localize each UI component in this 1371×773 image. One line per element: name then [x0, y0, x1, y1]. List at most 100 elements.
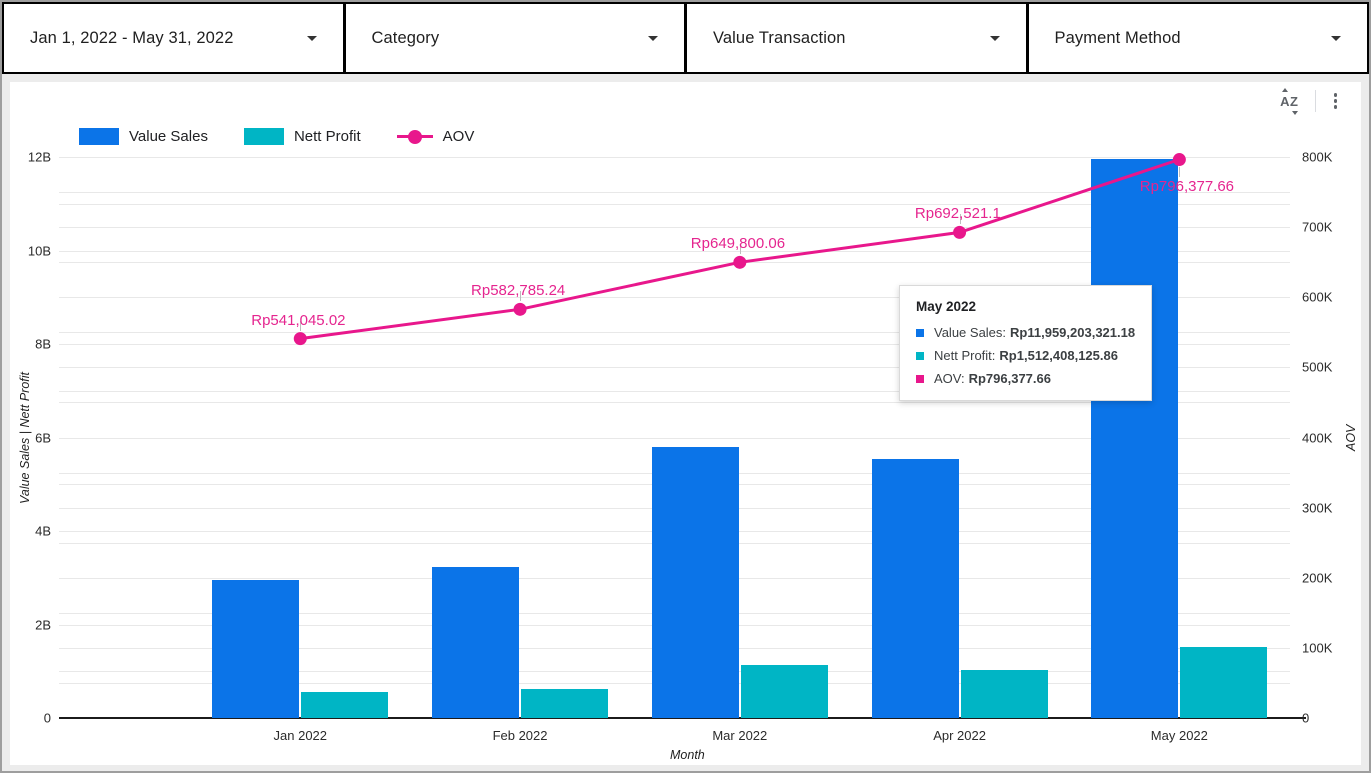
bar-value-sales[interactable] [1091, 159, 1178, 718]
sort-az-icon[interactable]: AZ [1276, 87, 1302, 115]
aov-point-label: Rp541,045.02 [251, 311, 346, 329]
tooltip-row: Value Sales: Rp11,959,203,321.18 [916, 325, 1135, 340]
chart-toolbar: AZ [1276, 87, 1344, 115]
aov-point[interactable] [733, 255, 747, 269]
x-axis-label: Jan 2022 [273, 728, 328, 743]
gridline [59, 157, 1290, 158]
tooltip-value: Rp1,512,408,125.86 [999, 348, 1118, 363]
filter-category[interactable]: Category [346, 4, 687, 72]
aov-point[interactable] [513, 302, 527, 316]
chart-legend: Value Sales Nett Profit AOV [79, 128, 474, 145]
more-options-icon[interactable] [1328, 90, 1344, 112]
right-axis-tick-label: 400K [1302, 430, 1333, 445]
bar-nett-profit[interactable] [301, 692, 388, 718]
chevron-down-icon [989, 35, 1000, 41]
x-axis-line [59, 717, 1306, 719]
aov-label-connector [959, 214, 961, 225]
filter-category-label: Category [371, 28, 440, 47]
sort-az-text: AZ [1280, 93, 1299, 109]
tooltip-label: Nett Profit: [934, 348, 996, 363]
aov-point[interactable] [953, 225, 967, 239]
chart-tooltip: May 2022 Value Sales: Rp11,959,203,321.1… [899, 285, 1153, 401]
gridline [59, 438, 1290, 439]
filter-payment-method-label: Payment Method [1054, 28, 1181, 47]
gridline [59, 344, 1290, 345]
nett-profit-marker [916, 351, 924, 360]
bar-value-sales[interactable] [432, 567, 519, 718]
sort-down-arrow-icon [1291, 110, 1298, 115]
filter-date-range[interactable]: Jan 1, 2022 - May 31, 2022 [4, 4, 346, 72]
x-axis-label: Mar 2022 [712, 728, 768, 743]
filter-bar: Jan 1, 2022 - May 31, 2022 Category Valu… [2, 2, 1369, 74]
aov-line [293, 153, 1186, 346]
bar-nett-profit[interactable] [521, 689, 608, 718]
y-axis-tick-label: 12B [27, 149, 51, 165]
x-axis-label: May 2022 [1150, 728, 1208, 743]
gridline [59, 332, 1290, 333]
x-axis-label: Apr 2022 [933, 728, 986, 743]
x-axis-title: Month [670, 748, 705, 762]
legend-label: Nett Profit [293, 128, 361, 145]
right-axis-tick-label: 700K [1302, 219, 1333, 235]
aov-label-connector [520, 291, 522, 302]
right-axis-title: AOV [1344, 424, 1358, 451]
aov-label-connector [1179, 166, 1181, 177]
chart-card: AZ Value Sales Nett Profit AOV [10, 82, 1361, 765]
right-axis-tick-label: 600K [1302, 289, 1333, 305]
tooltip-row: AOV: Rp796,377.66 [916, 371, 1135, 386]
tooltip-title: May 2022 [916, 299, 977, 314]
sort-up-arrow-icon [1282, 87, 1289, 92]
bar-value-sales[interactable] [652, 447, 739, 718]
aov-point-label: Rp649,800.06 [690, 235, 786, 253]
gridline [59, 367, 1290, 368]
bar-value-sales[interactable] [872, 459, 959, 718]
y-axis-tick-label: 0 [43, 710, 51, 726]
chevron-down-icon [648, 35, 658, 41]
y-axis-tick-label: 2B [35, 617, 51, 632]
value-sales-swatch [79, 128, 119, 145]
combo-chart: Value Sales | Nett Profit AOV Month 0 2B 4… [10, 82, 1361, 765]
value-sales-marker [916, 328, 924, 337]
right-axis-tick-label: 100K [1302, 640, 1333, 656]
y-axis-tick-label: 8B [35, 336, 51, 352]
gridline [59, 391, 1290, 392]
gridline [59, 262, 1290, 263]
bar-value-sales[interactable] [212, 580, 299, 718]
gridline [59, 297, 1290, 298]
right-axis-tick-label: 200K [1302, 570, 1333, 586]
y-axis-tick-label: 10B [27, 243, 51, 258]
gridline [59, 204, 1290, 205]
bar-nett-profit[interactable] [741, 665, 828, 718]
right-axis-tick-label: 0 [1302, 710, 1310, 726]
right-axis-tick-label: 800K [1302, 149, 1333, 165]
aov-point[interactable] [293, 332, 307, 346]
chevron-down-icon [306, 35, 317, 41]
tooltip-label: Value Sales: [934, 325, 1007, 340]
filter-payment-method[interactable]: Payment Method [1029, 4, 1368, 72]
aov-line-swatch [396, 129, 433, 144]
tooltip-value: Rp796,377.66 [968, 371, 1051, 386]
tooltip-row: Nett Profit: Rp1,512,408,125.86 [916, 348, 1135, 363]
aov-point-label: Rp582,785.24 [471, 282, 566, 300]
bar-nett-profit[interactable] [961, 670, 1048, 718]
aov-point[interactable] [1172, 153, 1186, 167]
tooltip-value: Rp11,959,203,321.18 [1010, 325, 1136, 340]
x-axis-label: Feb 2022 [492, 728, 548, 743]
legend-item-aov: AOV [396, 128, 474, 145]
aov-point-label: Rp796,377.66 [1139, 177, 1235, 195]
right-axis-tick-label: 500K [1302, 359, 1333, 375]
tooltip-label: AOV: [934, 371, 965, 386]
chevron-down-icon [1331, 35, 1341, 41]
legend-label: Value Sales [129, 128, 208, 145]
gridline [59, 192, 1290, 193]
right-axis-tick-label: 300K [1302, 500, 1333, 516]
plot-area [59, 153, 1306, 719]
aov-point-label: Rp692,521.1 [914, 205, 1001, 223]
legend-item-value-sales: Value Sales [79, 128, 208, 145]
aov-marker [916, 374, 924, 383]
filter-value-transaction[interactable]: Value Transaction [687, 4, 1029, 72]
nett-profit-swatch [243, 128, 284, 145]
toolbar-divider [1314, 90, 1316, 112]
bar-nett-profit[interactable] [1180, 647, 1267, 718]
